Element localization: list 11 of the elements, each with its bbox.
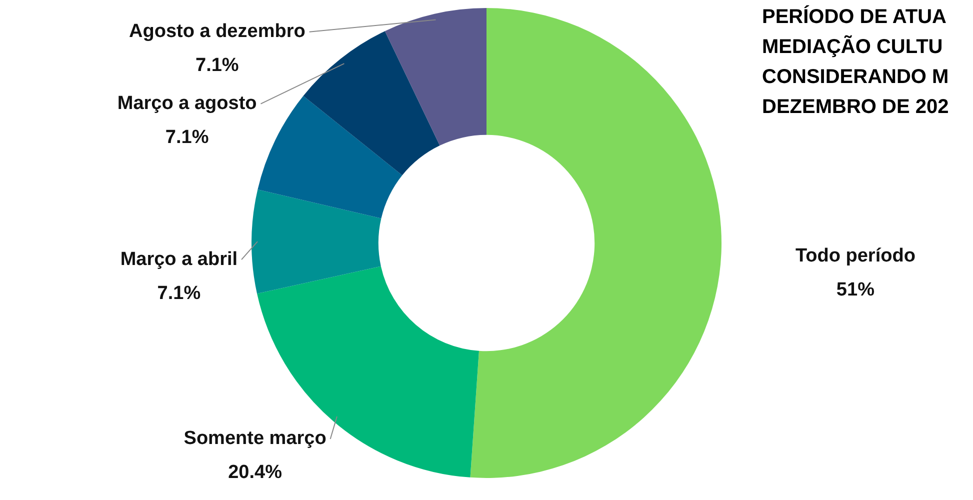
slice-label: Somente março xyxy=(184,428,326,450)
slice-label: Março a agosto xyxy=(117,93,257,114)
data-label: 7.1% xyxy=(157,282,201,304)
text: PERÍODO DE ATUA MEDIAÇÃO CULTU CONSIDERANDO M DEZEMBRO DE 202 xyxy=(762,4,949,120)
slice-label: Março a abril xyxy=(120,248,238,270)
data-label: 51% xyxy=(836,279,875,300)
data-label: 7.1% xyxy=(196,55,239,76)
data-label: 7.1% xyxy=(165,127,209,148)
slice-label: Agosto a dezembro xyxy=(129,21,306,42)
slice-label: Todo período xyxy=(795,245,916,266)
data-label: 20.4% xyxy=(228,462,282,484)
